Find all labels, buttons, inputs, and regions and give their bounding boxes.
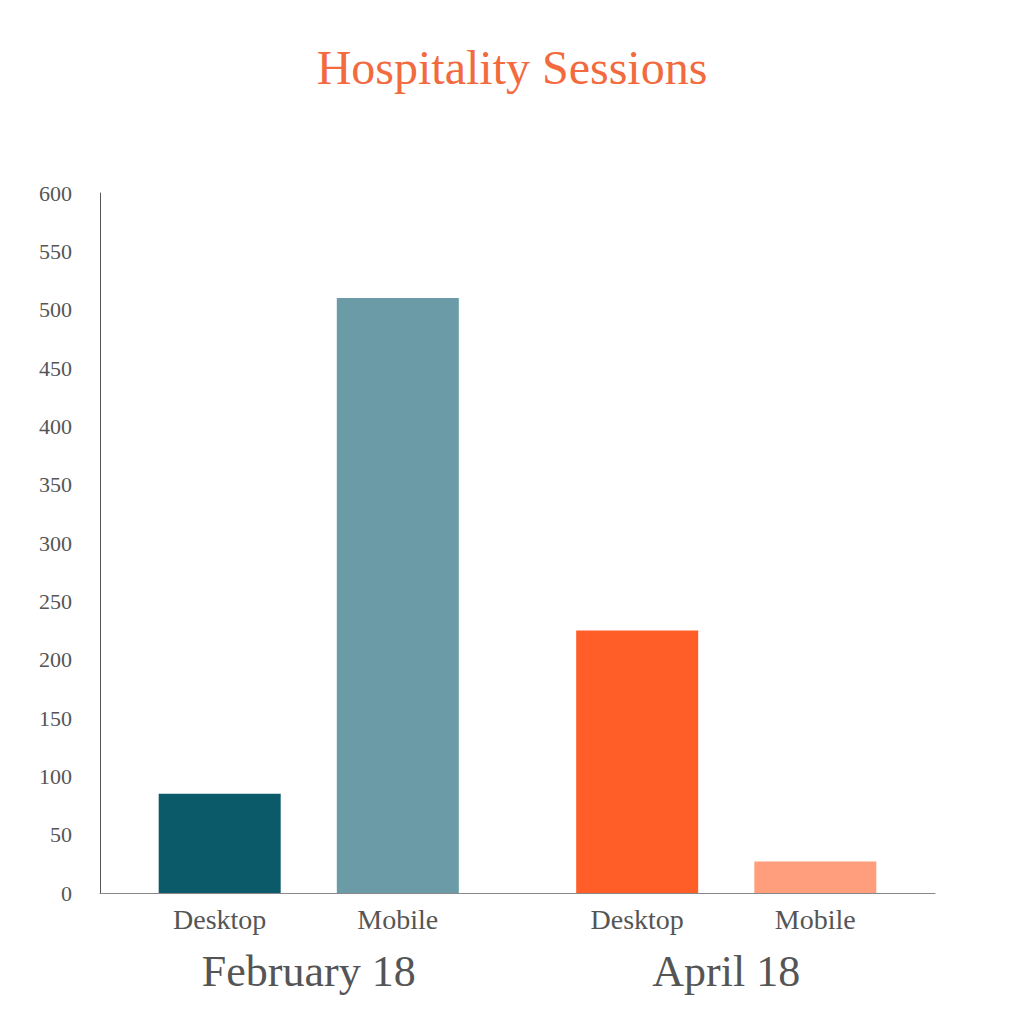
svg-text:Desktop: Desktop [173, 904, 266, 935]
svg-text:Mobile: Mobile [357, 904, 438, 935]
svg-text:300: 300 [39, 531, 72, 556]
svg-text:200: 200 [39, 647, 72, 672]
svg-text:450: 450 [39, 356, 72, 381]
svg-text:Hospitality Sessions: Hospitality Sessions [317, 41, 708, 94]
svg-text:100: 100 [39, 764, 72, 789]
svg-text:February 18: February 18 [202, 947, 416, 996]
svg-text:0: 0 [61, 881, 72, 906]
svg-text:150: 150 [39, 706, 72, 731]
svg-text:50: 50 [50, 822, 72, 847]
svg-text:400: 400 [39, 414, 72, 439]
svg-text:250: 250 [39, 589, 72, 614]
svg-text:Mobile: Mobile [775, 904, 856, 935]
svg-text:500: 500 [39, 297, 72, 322]
svg-text:April 18: April 18 [652, 947, 800, 996]
svg-text:600: 600 [39, 181, 72, 206]
svg-text:350: 350 [39, 472, 72, 497]
svg-text:Desktop: Desktop [591, 904, 684, 935]
svg-text:550: 550 [39, 239, 72, 264]
